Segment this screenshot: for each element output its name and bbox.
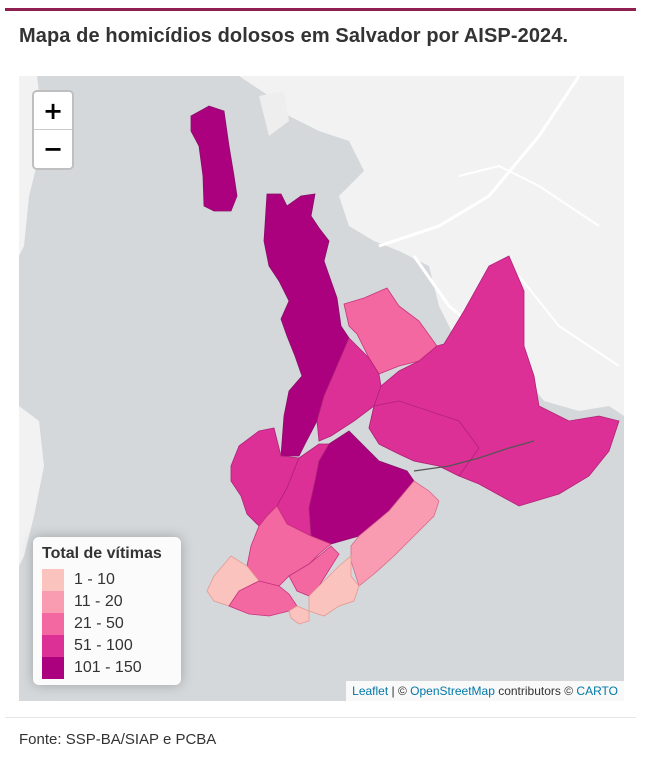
boundary-line (413, 440, 535, 472)
legend-label: 21 - 50 (74, 615, 124, 632)
map-attribution: Leaflet | © OpenStreetMap contributors ©… (346, 681, 624, 701)
mainland-land (239, 76, 624, 416)
divider (5, 717, 636, 718)
carto-link[interactable]: CARTO (576, 684, 618, 698)
leaflet-link[interactable]: Leaflet (352, 684, 389, 698)
attribution-separator: | © (388, 684, 411, 698)
aisp-central-upper[interactable] (316, 337, 382, 442)
legend-item: 11 - 20 (42, 591, 123, 613)
map-container[interactable]: + − Total de vítimas 1 - 10 11 - 20 21 -… (19, 76, 624, 701)
zoom-in-button[interactable]: + (34, 92, 72, 130)
road (458, 164, 600, 227)
source-note: Fonte: SSP-BA/SIAP e PCBA (19, 731, 217, 748)
legend: Total de vítimas 1 - 10 11 - 20 21 - 50 … (33, 537, 181, 685)
zoom-out-button[interactable]: − (34, 130, 72, 168)
osm-link[interactable]: OpenStreetMap (410, 684, 495, 698)
legend-swatch (42, 657, 64, 679)
page-title: Mapa de homicídios dolosos em Salvador p… (19, 25, 569, 47)
legend-title: Total de vítimas (42, 545, 162, 562)
legend-label: 51 - 100 (74, 637, 133, 654)
map-card: Mapa de homicídios dolosos em Salvador p… (5, 8, 636, 763)
zoom-control: + − (32, 90, 74, 170)
legend-label: 101 - 150 (74, 659, 142, 676)
attribution-contrib: contributors © (494, 684, 577, 698)
aisp-south-light-right[interactable] (308, 555, 360, 617)
legend-swatch (42, 569, 64, 591)
road (518, 275, 620, 367)
legend-label: 11 - 20 (74, 593, 123, 610)
aisp-south-21b[interactable] (288, 545, 340, 597)
aisp-island-north[interactable] (190, 105, 238, 212)
aisp-south-pink[interactable] (350, 480, 440, 587)
aisp-central-mid[interactable] (368, 400, 480, 477)
southwest-land (19, 406, 44, 566)
legend-swatch (42, 591, 64, 613)
map-canvas[interactable] (19, 76, 624, 701)
aisp-south-bottom-21[interactable] (228, 580, 298, 617)
legend-item: 101 - 150 (42, 657, 142, 679)
legend-item: 21 - 50 (42, 613, 124, 635)
aisp-south-light-small[interactable] (288, 605, 310, 625)
island-land (259, 91, 289, 136)
legend-label: 1 - 10 (74, 571, 115, 588)
legend-swatch (42, 613, 64, 635)
legend-item: 51 - 100 (42, 635, 133, 657)
legend-swatch (42, 635, 64, 657)
legend-item: 1 - 10 (42, 569, 115, 591)
road (378, 76, 581, 248)
aisp-west-mid[interactable] (276, 443, 330, 537)
